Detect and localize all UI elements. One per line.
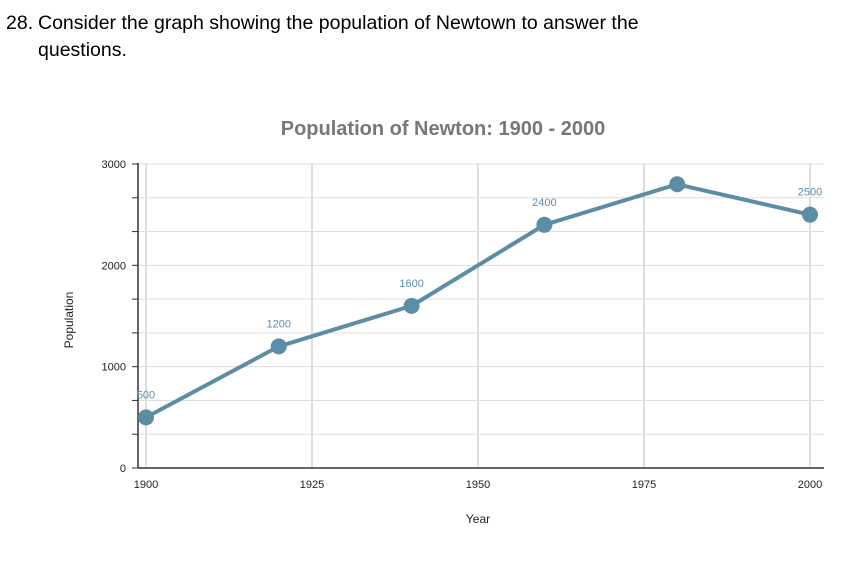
question-text: 28. Consider the graph showing the popula… [6, 10, 846, 64]
data-label: 1600 [399, 278, 423, 290]
chart-title: Population of Newton: 1900 - 2000 [281, 118, 606, 140]
y-tick-label: 3000 [102, 159, 126, 171]
data-label: 500 [137, 389, 155, 401]
data-label: 2500 [798, 187, 822, 199]
x-tick-label: 1900 [134, 479, 158, 491]
chart-grid [134, 163, 824, 469]
chart-ticks: 0 1000 2000 3000 1900 1925 1950 1975 2000 [102, 159, 823, 491]
data-point [138, 409, 154, 426]
y-axis-label: Population [62, 292, 76, 349]
chart-series: 500 1200 1600 2400 2500 [137, 176, 822, 426]
data-point [669, 176, 686, 193]
data-point [536, 216, 553, 233]
chart-axes [132, 163, 824, 469]
question-line-1: Consider the graph showing the populatio… [38, 12, 639, 34]
y-tick-label: 0 [120, 463, 126, 475]
y-tick-label: 2000 [102, 260, 126, 272]
x-axis-label: Year [466, 512, 490, 526]
x-tick-label: 2000 [798, 479, 822, 491]
question-number: 28. [6, 12, 34, 34]
series-line [145, 182, 811, 420]
data-label: 1200 [267, 318, 291, 330]
x-tick-label: 1925 [300, 479, 324, 491]
question-line-2: questions. [38, 39, 127, 61]
data-point [270, 338, 287, 355]
data-point [802, 206, 818, 223]
x-tick-label: 1975 [632, 479, 656, 491]
data-label: 2400 [532, 197, 556, 209]
x-tick-label: 1950 [466, 479, 490, 491]
data-point [403, 297, 420, 314]
y-tick-label: 1000 [102, 362, 126, 374]
